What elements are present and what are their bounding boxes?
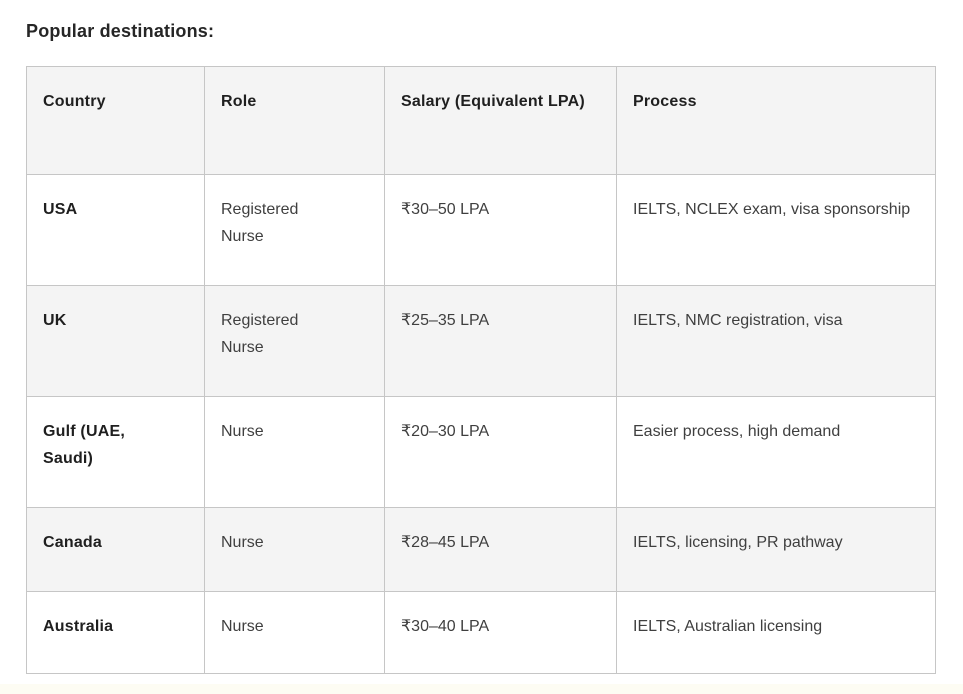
cell-country: Canada [26, 507, 205, 592]
cell-country: Australia [26, 591, 205, 674]
cell-country: USA [26, 174, 205, 286]
table-header-row: Country Role Salary (Equivalent LPA) Pro… [26, 66, 936, 175]
cell-salary: ₹30–40 LPA [384, 591, 617, 674]
cell-country: UK [26, 285, 205, 397]
cell-role: Nurse [204, 396, 385, 508]
role-label: Nurse [221, 534, 264, 551]
country-label: Gulf (UAE, Saudi) [43, 423, 125, 468]
column-header-salary: Salary (Equivalent LPA) [384, 66, 617, 175]
cell-salary: ₹25–35 LPA [384, 285, 617, 397]
cell-process: IELTS, NCLEX exam, visa sponsorship [616, 174, 936, 286]
country-label: Australia [43, 618, 114, 635]
cell-process: Easier process, high demand [616, 396, 936, 508]
cell-role: Nurse [204, 591, 385, 674]
cell-process: IELTS, licensing, PR pathway [616, 507, 936, 592]
cell-salary: ₹28–45 LPA [384, 507, 617, 592]
table-row: USA Registered Nurse ₹30–50 LPA IELTS, N… [26, 174, 936, 286]
column-header-country: Country [26, 66, 205, 175]
cell-salary: ₹20–30 LPA [384, 396, 617, 508]
role-label: Registered Nurse [221, 312, 299, 357]
cell-process: IELTS, NMC registration, visa [616, 285, 936, 397]
page-bottom-strip [0, 684, 963, 694]
cell-role: Registered Nurse [204, 174, 385, 286]
role-label: Nurse [221, 618, 264, 635]
role-label: Registered Nurse [221, 201, 299, 246]
cell-role: Nurse [204, 507, 385, 592]
column-header-process: Process [616, 66, 936, 175]
destinations-table: Country Role Salary (Equivalent LPA) Pro… [26, 66, 936, 674]
table-row: Australia Nurse ₹30–40 LPA IELTS, Austra… [26, 591, 936, 674]
cell-salary: ₹30–50 LPA [384, 174, 617, 286]
table-row: Gulf (UAE, Saudi) Nurse ₹20–30 LPA Easie… [26, 396, 936, 508]
cell-country: Gulf (UAE, Saudi) [26, 396, 205, 508]
table-row: UK Registered Nurse ₹25–35 LPA IELTS, NM… [26, 285, 936, 397]
page-title: Popular destinations: [26, 21, 215, 41]
country-label: UK [43, 312, 67, 329]
country-label: USA [43, 201, 78, 218]
cell-process: IELTS, Australian licensing [616, 591, 936, 674]
role-label: Nurse [221, 423, 264, 440]
table-row: Canada Nurse ₹28–45 LPA IELTS, licensing… [26, 507, 936, 592]
column-header-role: Role [204, 66, 385, 175]
country-label: Canada [43, 534, 102, 551]
cell-role: Registered Nurse [204, 285, 385, 397]
